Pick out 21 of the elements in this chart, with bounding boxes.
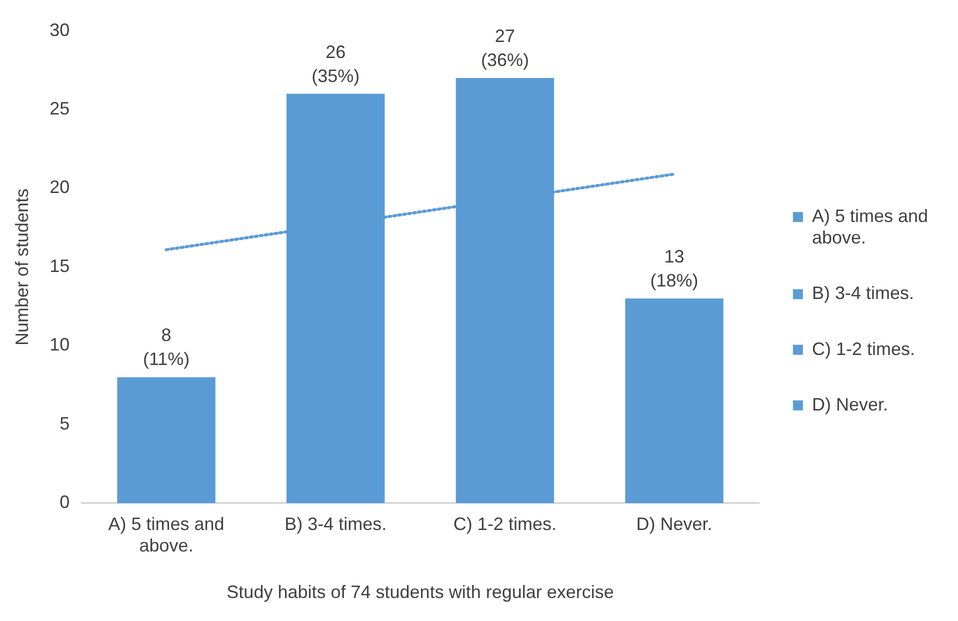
y-tick-label: 20 bbox=[50, 177, 70, 198]
y-tick-label: 0 bbox=[60, 492, 70, 512]
y-tick-label: 25 bbox=[50, 98, 70, 118]
x-tick-label: A) 5 times and above. bbox=[108, 514, 224, 556]
data-label: 26 (35%) bbox=[312, 42, 360, 86]
x-tick-label: D) Never. bbox=[636, 514, 712, 534]
data-label: 8 (11%) bbox=[142, 325, 190, 370]
legend-label: A) 5 times and above. bbox=[812, 206, 928, 248]
x-tick-label: C) 1-2 times. bbox=[453, 514, 556, 534]
y-tick-label: 30 bbox=[50, 20, 70, 40]
legend-label: C) 1-2 times. bbox=[812, 338, 915, 359]
y-tick-label: 15 bbox=[50, 256, 70, 276]
x-axis-title: Study habits of 74 students with regular exercise bbox=[226, 582, 614, 602]
data-label: 13 (18%) bbox=[650, 246, 698, 290]
legend-label: B) 3-4 times. bbox=[812, 283, 914, 304]
y-tick-label: 10 bbox=[50, 334, 70, 355]
legend-label: D) Never. bbox=[812, 394, 888, 414]
data-label: 27 (36%) bbox=[480, 26, 529, 70]
y-tick-label: 5 bbox=[60, 413, 70, 434]
x-tick-label: B) 3-4 times. bbox=[284, 514, 387, 534]
y-axis-title: Number of students bbox=[12, 188, 32, 346]
